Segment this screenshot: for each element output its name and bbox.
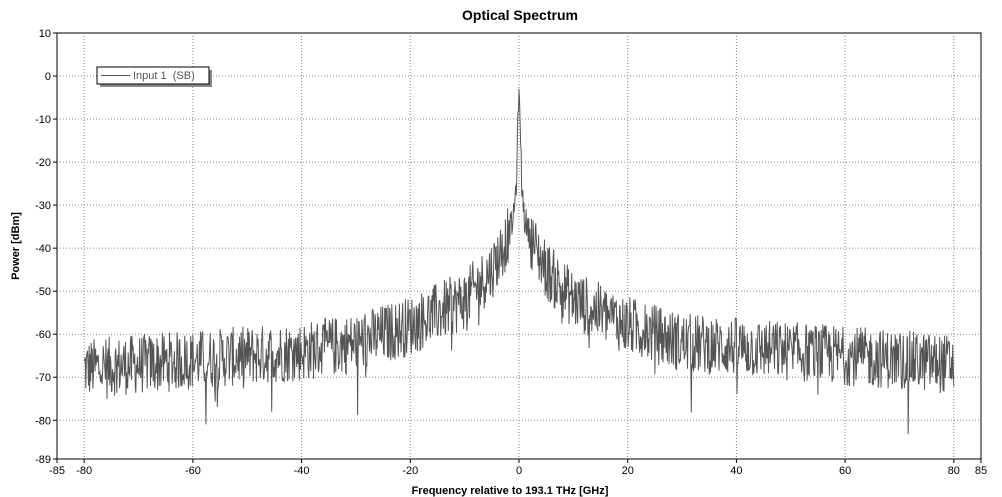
- x-tick-label: 60: [839, 465, 851, 477]
- x-tick-label: 80: [948, 465, 960, 477]
- x-axis-ticks: -85 -80 -60 -40 -20 0 20 40 60 80 85: [49, 459, 987, 477]
- y-tick-label: -40: [35, 243, 51, 255]
- y-axis-label: Power [dBm]: [10, 212, 22, 280]
- legend-entry-input-1: Input 1 (SB): [133, 70, 195, 82]
- x-tick-label: 0: [516, 465, 522, 477]
- legend-box: [96, 66, 210, 85]
- y-axis-ticks: 10 0 -10 -20 -30 -40 -50 -60 -70 -80 -89: [35, 28, 57, 466]
- x-tick-label: 85: [975, 465, 987, 477]
- x-tick-label: -60: [185, 465, 201, 477]
- x-tick-label: 20: [622, 465, 634, 477]
- legend: Input 1 (SB): [96, 66, 212, 87]
- x-tick-label: -85: [49, 465, 65, 477]
- y-tick-label: -30: [35, 200, 51, 212]
- series-layer: [83, 88, 955, 435]
- y-tick-label: -60: [35, 329, 51, 341]
- y-tick-label: -20: [35, 157, 51, 169]
- x-tick-label: -40: [294, 465, 310, 477]
- x-axis-label: Frequency relative to 193.1 THz [GHz]: [412, 485, 609, 497]
- y-tick-label: -89: [35, 454, 51, 466]
- chart-title: Optical Spectrum: [462, 7, 578, 23]
- series-line-1: [83, 88, 955, 435]
- y-tick-label: -10: [35, 114, 51, 126]
- plot-area: [56, 32, 982, 460]
- y-tick-label: 10: [39, 28, 51, 40]
- x-tick-label: 40: [730, 465, 742, 477]
- y-tick-label: -80: [35, 415, 51, 427]
- y-tick-label: 0: [45, 71, 51, 83]
- y-tick-label: -70: [35, 372, 51, 384]
- x-tick-label: -20: [402, 465, 418, 477]
- grid: [57, 33, 981, 459]
- x-tick-label: -80: [76, 465, 92, 477]
- y-tick-label: -50: [35, 286, 51, 298]
